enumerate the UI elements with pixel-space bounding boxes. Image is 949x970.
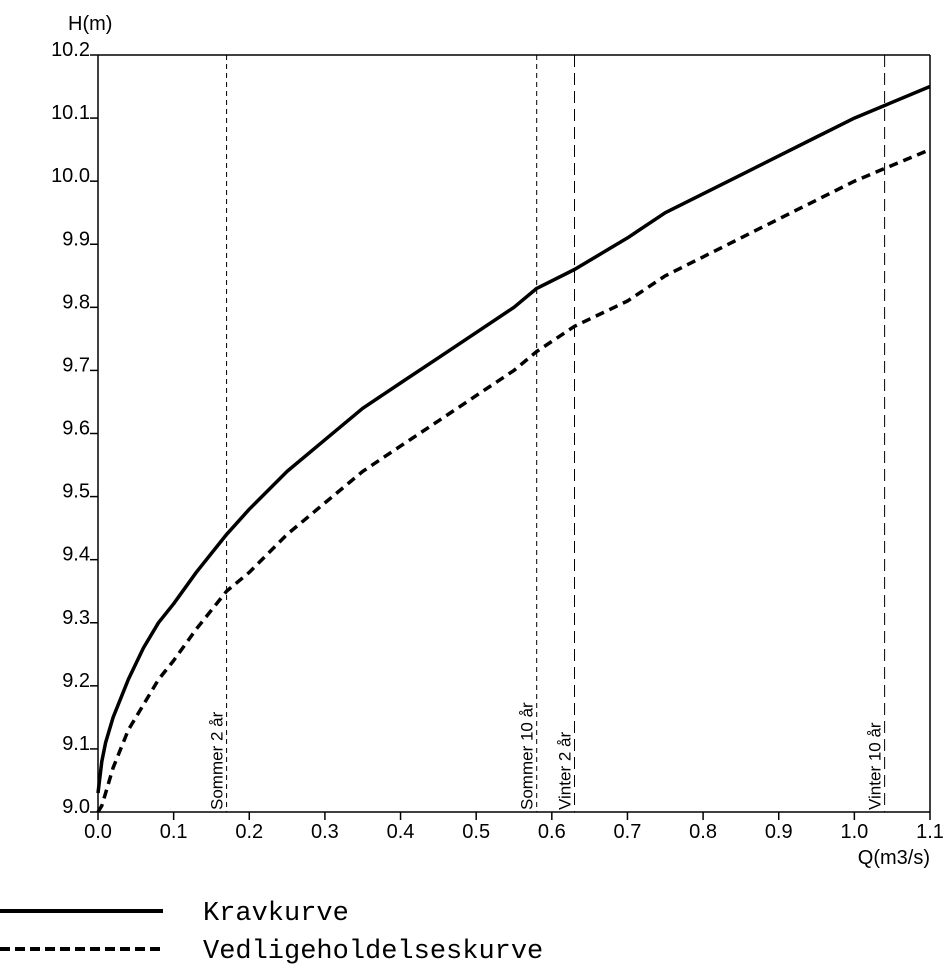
y-tick-label: 10.0 — [51, 165, 90, 187]
reference-line-label: Vinter 10 år — [866, 722, 885, 810]
x-tick-label: 0.4 — [387, 821, 415, 843]
y-tick-label: 9.1 — [62, 733, 90, 755]
y-tick-label: 9.4 — [62, 544, 90, 566]
x-tick-label: 0.8 — [689, 821, 717, 843]
y-tick-label: 10.1 — [51, 102, 90, 124]
y-tick-label: 9.0 — [62, 796, 90, 818]
x-tick-label: 0.2 — [235, 821, 263, 843]
reference-line-label: Sommer 2 år — [208, 711, 227, 810]
legend-label-kravkurve: Kravkurve — [203, 899, 349, 929]
y-tick-label: 9.7 — [62, 354, 90, 376]
x-tick-label: 1.1 — [916, 821, 944, 843]
x-tick-label: 0.7 — [614, 821, 642, 843]
x-tick-label: 1.0 — [840, 821, 868, 843]
x-axis-title: Q(m3/s) — [858, 847, 930, 869]
legend-label-vedligeholdelseskurve: Vedligeholdelseskurve — [203, 937, 543, 967]
y-tick-label: 9.8 — [62, 291, 90, 313]
y-tick-label: 9.5 — [62, 481, 90, 503]
reference-lines: Sommer 2 år Sommer 10 år Vinter 2 år Vinter… — [208, 55, 886, 812]
series-lines — [96, 84, 931, 813]
x-tick-label: 0.9 — [765, 821, 793, 843]
x-tick-label: 0.1 — [160, 821, 188, 843]
x-tick-label: 0.0 — [84, 821, 112, 843]
reference-line-label: Vinter 2 år — [556, 732, 575, 810]
series-line-kravkurve — [96, 84, 931, 794]
y-tick-label: 9.3 — [62, 607, 90, 629]
axes: 9.0 9.1 9.2 9.3 9.4 9.5 9.6 9.7 9.8 9.9 10.0 10.1 10… — [51, 39, 944, 843]
y-tick-label: 10.2 — [51, 39, 90, 61]
series-line-vedligeholdelseskurve — [96, 147, 931, 813]
x-tick-label: 0.3 — [311, 821, 339, 843]
y-tick-label: 9.6 — [62, 418, 90, 440]
y-axis-title: H(m) — [68, 13, 112, 35]
legend: Kravkurve Vedligeholdelseskurve — [0, 899, 543, 967]
reference-line-label: Sommer 10 år — [518, 702, 537, 810]
y-tick-label: 9.9 — [62, 228, 90, 250]
y-tick-label: 9.2 — [62, 670, 90, 692]
x-tick-label: 0.6 — [538, 821, 566, 843]
x-tick-label: 0.5 — [462, 821, 490, 843]
